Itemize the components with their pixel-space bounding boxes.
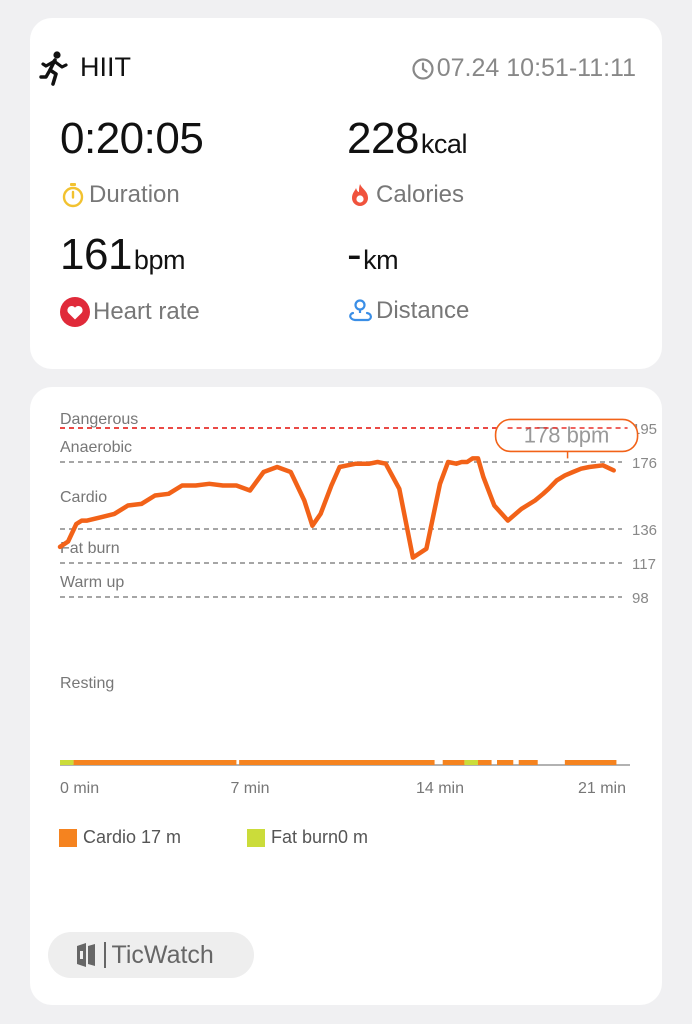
zone-threshold-anaerobic: 176	[632, 455, 657, 472]
stopwatch-icon	[62, 183, 84, 208]
running-person-icon	[39, 51, 68, 86]
calories-label-text: Calories	[376, 181, 465, 208]
heart-rate-chart: 195Dangerous176Anaerobic136Cardio117Fat …	[57, 411, 657, 797]
clock-icon	[412, 57, 434, 80]
duration-label: Duration	[60, 181, 180, 209]
time-range-text: 07.24 10:51-11:11	[436, 54, 636, 82]
max-callout-text: 178 bpm	[524, 422, 610, 447]
zone-threshold-fat-burn: 117	[632, 556, 656, 573]
legend-fat-burn-swatch	[247, 828, 265, 847]
workout-time-range: 07.24 10:51-11:11	[411, 54, 636, 83]
x-tick-label: 21 min	[578, 780, 626, 797]
timeline-segment	[239, 760, 435, 765]
distance-label-text: Distance	[376, 297, 470, 324]
brand-divider	[104, 942, 106, 968]
brand-name: TicWatch	[111, 940, 214, 969]
ticwatch-logo-icon	[77, 943, 95, 967]
duration-label-text: Duration	[89, 181, 180, 208]
timeline-segment	[518, 760, 538, 765]
distance-label: Distance	[347, 297, 469, 325]
timeline-segment	[497, 760, 514, 765]
distance-unit: km	[363, 245, 399, 275]
heart-rate-label-text: Heart rate	[93, 298, 200, 325]
heart-rate-label: Heart rate	[60, 297, 200, 327]
timeline-segment	[60, 760, 74, 765]
workout-summary-card: HIIT 07.24 10:51-11:11 0:20:05 Duration …	[30, 18, 662, 369]
distance-number: -	[347, 230, 362, 279]
timeline-segment	[464, 760, 478, 765]
timeline-segment	[73, 760, 237, 765]
duration-value: 0:20:05	[60, 114, 204, 164]
zone-label-warm-up: Warm up	[60, 574, 124, 591]
distance-value: -km	[347, 230, 399, 280]
legend-fat-burn: Fat burn0 m	[247, 827, 368, 848]
x-tick-label: 14 min	[416, 780, 464, 797]
timeline-segment	[442, 760, 465, 765]
legend-cardio-swatch	[59, 828, 77, 847]
zone-label-anaerobic: Anaerobic	[60, 439, 132, 456]
legend-cardio-label: Cardio 17 m	[83, 827, 182, 847]
heart-icon	[60, 297, 90, 327]
calories-value: 228kcal	[347, 114, 467, 164]
zone-threshold-cardio: 136	[632, 522, 657, 539]
flame-icon	[352, 184, 368, 206]
heart-rate-value: 161bpm	[60, 230, 185, 280]
heart-rate-chart-card: 195 Dangerous 176 Anaerobic 136 Cardio 117 Fat …	[30, 387, 662, 1005]
zone-label-dangerous: Dangerous	[60, 411, 138, 428]
timeline-segment	[564, 760, 617, 765]
x-tick-label: 7 min	[230, 780, 269, 797]
zone-label-fat-burn: Fat burn	[60, 540, 120, 557]
workout-title: HIIT	[80, 52, 131, 82]
heart-rate-number: 161	[60, 230, 132, 279]
legend-cardio: Cardio 17 m	[59, 827, 181, 848]
timeline-segment	[478, 760, 492, 765]
calories-unit: kcal	[420, 129, 468, 159]
zone-threshold-warm-up: 98	[632, 590, 649, 607]
heart-rate-line	[57, 456, 616, 560]
calories-label: Calories	[347, 181, 464, 209]
zone-label-resting: Resting	[60, 675, 114, 692]
location-pin-icon	[349, 299, 372, 322]
duration-number: 0:20:05	[60, 114, 204, 163]
ticwatch-brand-badge: TicWatch	[48, 932, 254, 978]
heart-rate-unit: bpm	[133, 245, 186, 275]
calories-number: 228	[347, 114, 419, 163]
x-tick-label: 0 min	[60, 780, 99, 797]
legend-fat-burn-label: Fat burn0 m	[271, 827, 369, 847]
zone-label-cardio: Cardio	[60, 489, 107, 506]
